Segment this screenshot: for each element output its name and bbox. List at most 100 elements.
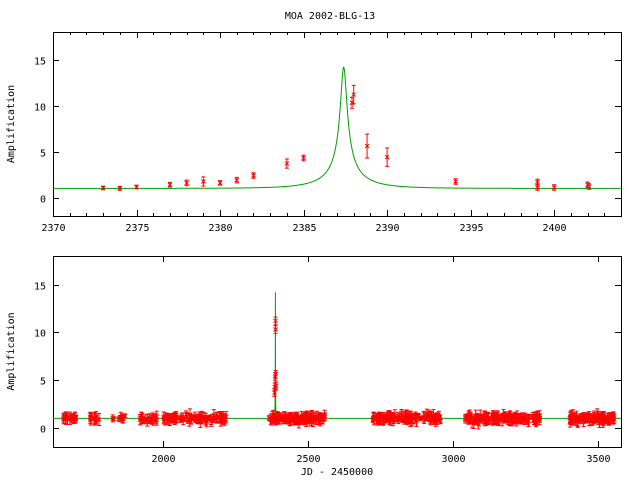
data-point bbox=[532, 414, 538, 421]
point-marker bbox=[578, 416, 584, 421]
data-point bbox=[69, 415, 74, 423]
y-tick-label: 0 bbox=[40, 425, 46, 436]
point-marker bbox=[500, 413, 505, 418]
point-marker bbox=[513, 414, 519, 419]
data-point bbox=[574, 416, 580, 426]
point-marker bbox=[117, 414, 123, 420]
point-marker bbox=[410, 416, 416, 422]
data-point bbox=[351, 84, 357, 105]
y-tick-label: 15 bbox=[34, 282, 46, 293]
data-point bbox=[462, 415, 468, 424]
data-point bbox=[304, 410, 310, 424]
data-point bbox=[151, 414, 157, 420]
data-point bbox=[521, 416, 527, 425]
point-marker bbox=[217, 180, 223, 186]
point-marker bbox=[183, 412, 189, 417]
point-marker bbox=[551, 185, 557, 190]
data-point bbox=[299, 414, 304, 424]
point-marker bbox=[535, 185, 540, 190]
data-point bbox=[375, 418, 381, 426]
data-point bbox=[414, 413, 419, 428]
point-marker bbox=[184, 180, 190, 186]
data-point bbox=[399, 409, 404, 417]
point-marker bbox=[199, 414, 205, 420]
data-point bbox=[386, 410, 392, 424]
point-marker bbox=[432, 418, 437, 424]
point-marker bbox=[481, 416, 487, 422]
point-marker bbox=[502, 414, 508, 420]
data-point bbox=[275, 411, 280, 423]
plot-area bbox=[53, 66, 621, 191]
point-marker bbox=[284, 161, 290, 166]
x-tick-label: 2370 bbox=[41, 223, 65, 234]
panel-1: 0 5 10 15 2370 2375 2380 2385 2390 2395 2400 Amplif… bbox=[6, 32, 622, 234]
data-point bbox=[134, 184, 139, 190]
point-marker bbox=[69, 416, 74, 422]
point-marker bbox=[117, 186, 123, 191]
data-point bbox=[167, 181, 173, 188]
data-point bbox=[213, 413, 219, 422]
point-marker bbox=[219, 415, 224, 421]
data-point bbox=[269, 410, 275, 424]
data-point bbox=[597, 417, 602, 429]
data-point bbox=[63, 411, 69, 425]
y-tick-label: 10 bbox=[34, 103, 46, 114]
point-marker bbox=[351, 92, 357, 97]
point-marker bbox=[537, 415, 543, 421]
point-marker bbox=[594, 412, 600, 418]
point-marker bbox=[364, 143, 370, 149]
data-point bbox=[117, 414, 123, 420]
data-point bbox=[453, 178, 458, 185]
point-marker bbox=[304, 414, 310, 420]
data-point bbox=[172, 412, 177, 424]
data-point bbox=[607, 412, 612, 425]
x-tick-label: 2390 bbox=[375, 223, 399, 234]
point-marker bbox=[179, 413, 184, 419]
y-axis-label: Amplification bbox=[6, 85, 17, 163]
point-marker bbox=[586, 184, 592, 189]
data-point bbox=[183, 410, 189, 419]
point-marker bbox=[469, 417, 475, 422]
data-point bbox=[481, 413, 487, 425]
y-tick-label: 0 bbox=[40, 195, 46, 206]
data-point bbox=[280, 414, 286, 422]
point-marker bbox=[172, 415, 177, 420]
point-marker bbox=[203, 418, 209, 424]
point-marker bbox=[294, 415, 300, 420]
point-marker bbox=[142, 417, 148, 423]
y-tick-label: 5 bbox=[40, 149, 46, 160]
panel-2: 0 5 10 15 2000 2500 3000 3500 Amplification JD - … bbox=[6, 256, 622, 478]
data-point bbox=[397, 416, 403, 422]
point-marker bbox=[221, 417, 227, 423]
data-point bbox=[301, 154, 306, 162]
data-point bbox=[88, 413, 93, 426]
data-point bbox=[110, 414, 116, 423]
point-marker bbox=[208, 418, 214, 423]
point-marker bbox=[397, 416, 403, 422]
point-marker bbox=[493, 418, 499, 424]
data-point bbox=[100, 185, 106, 191]
data-point bbox=[221, 413, 227, 426]
data-point bbox=[525, 418, 531, 426]
point-marker bbox=[251, 173, 256, 178]
point-marker bbox=[272, 390, 277, 395]
data-point bbox=[266, 415, 272, 422]
point-marker bbox=[417, 416, 423, 421]
x-tick-label: 2400 bbox=[542, 223, 566, 234]
point-marker bbox=[574, 418, 580, 424]
point-marker bbox=[63, 415, 69, 421]
data-point bbox=[477, 409, 483, 423]
point-marker bbox=[146, 418, 152, 423]
data-point bbox=[473, 409, 479, 423]
point-marker bbox=[134, 184, 139, 190]
data-point bbox=[200, 176, 206, 187]
data-point bbox=[203, 416, 209, 426]
y-axis-label: Amplification bbox=[6, 312, 17, 390]
point-marker bbox=[266, 415, 272, 421]
data-point bbox=[604, 416, 609, 424]
data-point bbox=[219, 413, 224, 424]
data-point bbox=[578, 412, 584, 425]
event-data-point bbox=[273, 370, 279, 379]
point-marker bbox=[599, 416, 605, 422]
point-marker bbox=[473, 413, 479, 419]
